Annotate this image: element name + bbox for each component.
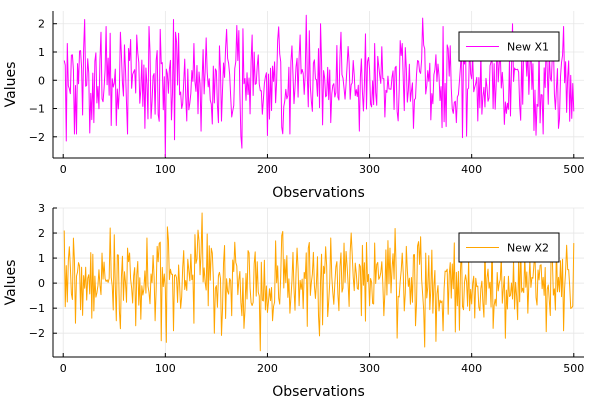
y-tick-label: 0 — [38, 277, 45, 290]
y-tick-label: 3 — [38, 202, 45, 215]
x-tick-label: 500 — [563, 362, 584, 375]
y-tick-label: −2 — [29, 327, 45, 340]
x-tick-label: 100 — [155, 362, 176, 375]
chart-panel-2: 0 100 200 300 400 500 −2 −1 0 1 2 3 Observations Valu… — [3, 202, 584, 400]
x-tick-label: 300 — [359, 163, 380, 176]
x-axis-label: Observations — [272, 185, 365, 201]
y-tick-label: 1 — [38, 252, 45, 265]
legend: New X1 — [458, 31, 560, 62]
y-tick-label: 2 — [38, 227, 45, 240]
x-tick-label: 100 — [155, 163, 176, 176]
legend: New X2 — [458, 232, 560, 263]
x-tick-label: 0 — [60, 362, 67, 375]
y-axis-label: Values — [3, 62, 19, 108]
y-tick-label: −1 — [29, 103, 45, 116]
legend-label: New X2 — [507, 242, 549, 255]
x-tick-label: 400 — [461, 362, 482, 375]
x-tick-label: 200 — [257, 362, 278, 375]
y-tick-label: −1 — [29, 302, 45, 315]
x-tick-label: 500 — [563, 163, 584, 176]
y-tick-label: 0 — [38, 74, 45, 87]
y-tick-label: 2 — [38, 18, 45, 31]
x-tick-label: 0 — [60, 163, 67, 176]
x-axis-label: Observations — [272, 384, 365, 400]
y-tick-label: −2 — [29, 131, 45, 144]
chart-panel-1: 0 100 200 300 400 500 −2 −1 0 1 2 Observations Value… — [3, 11, 584, 201]
x-tick-label: 300 — [359, 362, 380, 375]
y-tick-label: 1 — [38, 46, 45, 59]
series-line-new-x2 — [63, 212, 575, 352]
series-line-new-x1 — [63, 14, 575, 158]
x-tick-label: 200 — [257, 163, 278, 176]
legend-label: New X1 — [507, 41, 549, 54]
x-tick-label: 400 — [461, 163, 482, 176]
y-axis-label: Values — [3, 260, 19, 306]
